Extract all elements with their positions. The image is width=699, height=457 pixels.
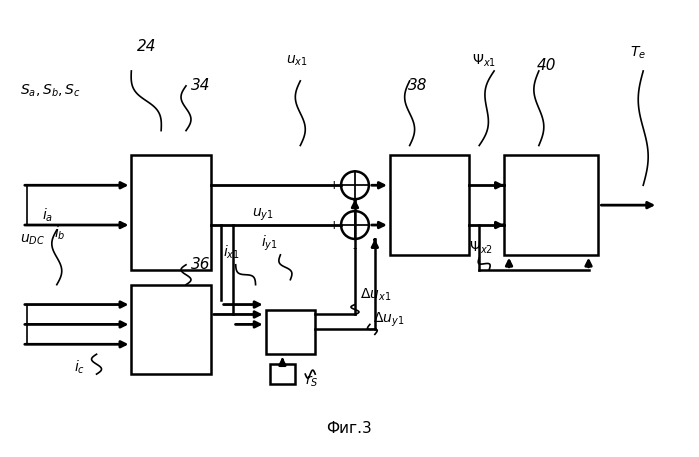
Bar (131, 285, 211, 374)
Bar (266, 309, 315, 354)
Text: $i_b$: $i_b$ (54, 224, 66, 242)
Text: -: - (353, 242, 357, 255)
Text: 34: 34 (191, 78, 210, 93)
Text: 40: 40 (537, 58, 556, 74)
Text: $u_{x1}$: $u_{x1}$ (287, 54, 308, 68)
Text: -: - (353, 202, 357, 215)
Text: $\Psi_{x1}$: $\Psi_{x1}$ (472, 53, 496, 69)
Text: 38: 38 (408, 78, 427, 93)
Text: $\Delta u_{y1}$: $\Delta u_{y1}$ (373, 310, 404, 329)
Text: $S_a,S_b,S_c$: $S_a,S_b,S_c$ (20, 83, 81, 99)
Text: $i_c$: $i_c$ (73, 358, 85, 376)
Text: $u_{y1}$: $u_{y1}$ (252, 207, 273, 223)
Text: $\Psi_{x2}$: $\Psi_{x2}$ (469, 239, 493, 256)
Bar (131, 155, 211, 270)
Text: 24: 24 (136, 38, 156, 53)
Bar (504, 155, 598, 255)
Text: +: + (329, 179, 339, 192)
Text: +: + (329, 218, 339, 232)
Text: $\Delta u_{x1}$: $\Delta u_{x1}$ (360, 287, 391, 303)
Text: $i_{x1}$: $i_{x1}$ (223, 243, 240, 260)
Text: $u_{DC}$: $u_{DC}$ (20, 233, 45, 247)
Text: Фиг.3: Фиг.3 (326, 421, 372, 436)
Text: $T_e$: $T_e$ (630, 45, 647, 61)
Text: $i_{y1}$: $i_{y1}$ (261, 233, 278, 253)
Bar (271, 364, 296, 384)
Bar (390, 155, 469, 255)
Text: $i_a$: $i_a$ (42, 207, 53, 224)
Text: 36: 36 (191, 257, 210, 272)
Text: $r_S$: $r_S$ (305, 373, 319, 389)
